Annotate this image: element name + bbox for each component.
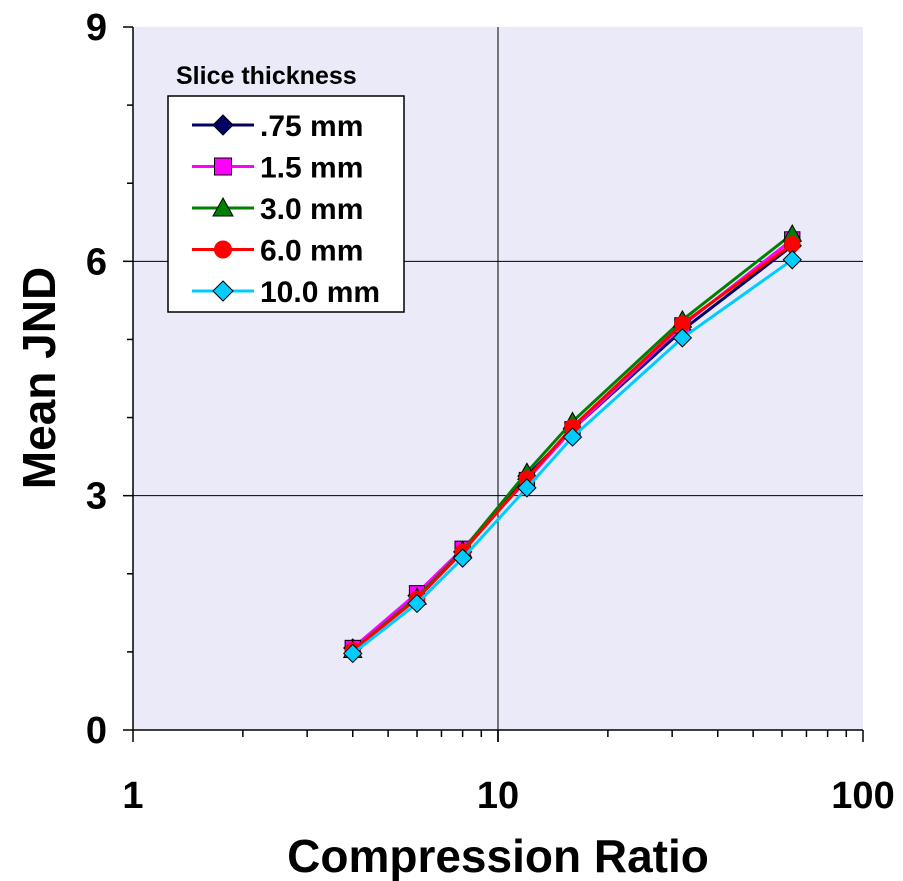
diamond-marker — [782, 250, 802, 270]
series — [343, 250, 802, 664]
legend-label: 3.0 mm — [260, 193, 363, 226]
y-axis-title: Mean JND — [13, 267, 65, 489]
legend-item: 1.5 mm — [192, 152, 363, 185]
legend-label: 10.0 mm — [260, 276, 380, 309]
tick-labels: 0 3 6 9 1 10 100 — [86, 7, 895, 817]
x-tick-label: 100 — [831, 775, 894, 817]
legend-label: 6.0 mm — [260, 235, 363, 268]
legend-item: 3.0 mm — [192, 193, 363, 226]
legend-item: 10.0 mm — [192, 276, 380, 309]
diamond-marker — [517, 478, 537, 498]
diamond-marker — [343, 643, 363, 664]
y-tick-label: 6 — [86, 241, 107, 283]
diamond-marker — [452, 548, 473, 568]
series-group — [342, 223, 803, 664]
diamond-marker — [562, 427, 583, 447]
diamond-marker — [407, 593, 427, 614]
axes — [123, 26, 864, 742]
y-tick-label: 3 — [86, 476, 107, 518]
x-tick-label: 10 — [477, 775, 519, 817]
legend-label: 1.5 mm — [260, 152, 363, 185]
x-tick-label: 1 — [122, 775, 143, 817]
y-tick-label: 0 — [86, 710, 107, 752]
y-tick-label: 9 — [86, 7, 107, 49]
circle-marker — [784, 235, 801, 253]
x-axis-title: Compression Ratio — [287, 830, 709, 881]
circle-marker — [214, 240, 232, 259]
legend-item: .75 mm — [192, 110, 363, 143]
legend-item: 6.0 mm — [192, 235, 363, 268]
diamond-marker — [672, 328, 693, 348]
legend-label: .75 mm — [260, 110, 363, 143]
legend: Slice thickness .75 mm 1.5 mm 3.0 mm 6.0 mm… — [167, 62, 405, 313]
triangle-marker — [212, 196, 234, 217]
legend-title: Slice thickness — [176, 62, 357, 90]
square-marker — [214, 157, 232, 176]
diamond-marker — [212, 114, 234, 136]
legend-box — [167, 95, 405, 313]
diamond-marker — [212, 280, 234, 302]
